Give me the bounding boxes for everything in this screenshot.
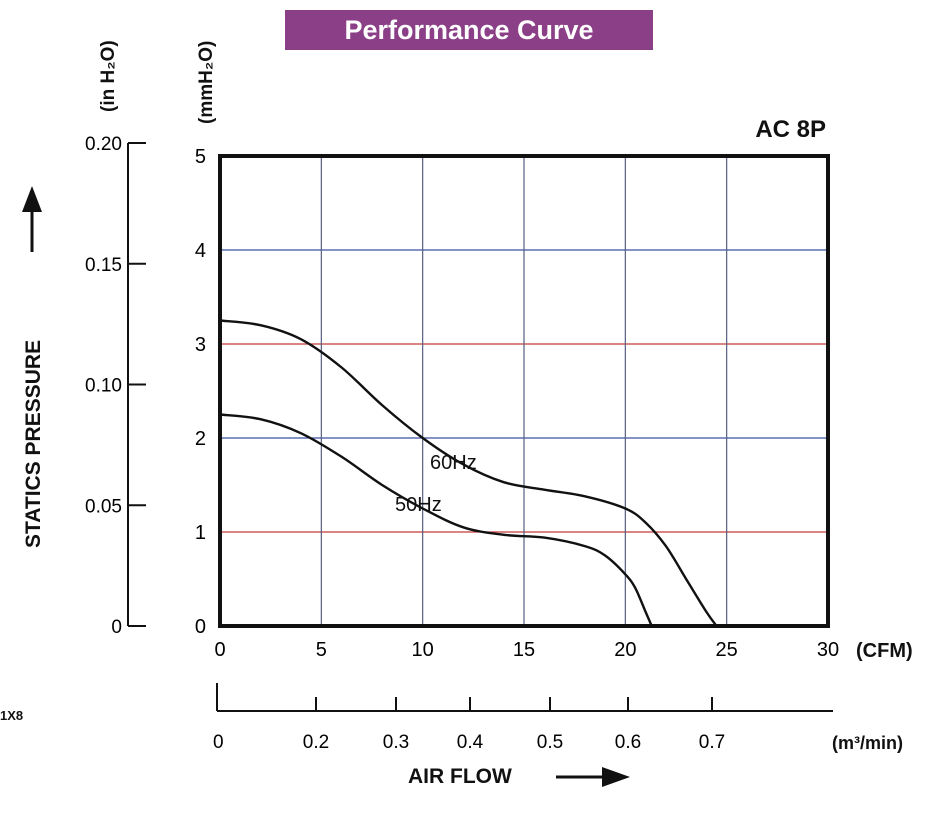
series-line-1 [219, 413, 653, 627]
secondary-y-tick-label: 0.05 [85, 496, 122, 517]
x-tick-label: 30 [817, 639, 839, 661]
y-tick-label: 3 [195, 334, 206, 356]
secondary-x-tick-label: 0.2 [303, 732, 329, 753]
secondary-axes: 0 0.05 0.10 0.15 0.20 0 0.2 0.3 0.4 0.5 0.6 0.7 [85, 134, 833, 753]
x-tick-label: 5 [316, 639, 327, 661]
series-label-60hz: 60Hz [430, 452, 477, 474]
corner-fragment: 1X8 [0, 708, 24, 723]
grid [220, 156, 828, 626]
secondary-y-tick-label: 0.15 [85, 255, 122, 276]
y-tick-label: 5 [195, 146, 206, 168]
secondary-x-tick-label: 0.6 [615, 732, 641, 753]
x-tick-label: 0 [214, 639, 225, 661]
x-tick-label: 20 [614, 639, 636, 661]
y-unit-primary: (mmH₂O) [196, 40, 217, 124]
curves [219, 319, 718, 627]
x-tick-label: 25 [716, 639, 738, 661]
x-unit-secondary: (m³/min) [832, 733, 903, 753]
x-arrow-head [602, 767, 630, 787]
y-unit-secondary: (in H₂O) [98, 40, 119, 112]
y-tick-label: 0 [195, 616, 206, 638]
x-unit-primary: (CFM) [856, 640, 913, 662]
y-axis-label: STATICS PRESSURE [22, 339, 45, 548]
x-axis-label: AIR FLOW [408, 765, 512, 788]
secondary-y-tick-label: 0.10 [85, 376, 122, 397]
secondary-x-tick-label: 0.3 [383, 732, 409, 753]
tick-labels: 0 1 2 3 4 5 0 5 10 15 20 25 30 [195, 146, 839, 661]
y-tick-label: 2 [195, 428, 206, 450]
secondary-x-tick-label: 0 [213, 732, 224, 753]
secondary-x-tick-label: 0.4 [457, 732, 484, 753]
y-tick-label: 4 [195, 240, 206, 262]
series-line-0 [219, 319, 718, 627]
y-arrow-head [22, 186, 42, 212]
secondary-y-tick-label: 0 [111, 617, 122, 638]
secondary-x-tick-label: 0.7 [699, 732, 725, 753]
plot-frame [218, 154, 830, 628]
model-label: AC 8P [755, 116, 826, 143]
chart-title: Performance Curve [285, 10, 653, 50]
y-tick-label: 1 [195, 522, 206, 544]
x-tick-label: 15 [513, 639, 535, 661]
secondary-y-tick-label: 0.20 [85, 134, 122, 155]
axis-arrows [22, 186, 630, 787]
x-tick-label: 10 [412, 639, 434, 661]
series-label-50hz: 50Hz [395, 494, 442, 516]
secondary-x-tick-label: 0.5 [537, 732, 563, 753]
